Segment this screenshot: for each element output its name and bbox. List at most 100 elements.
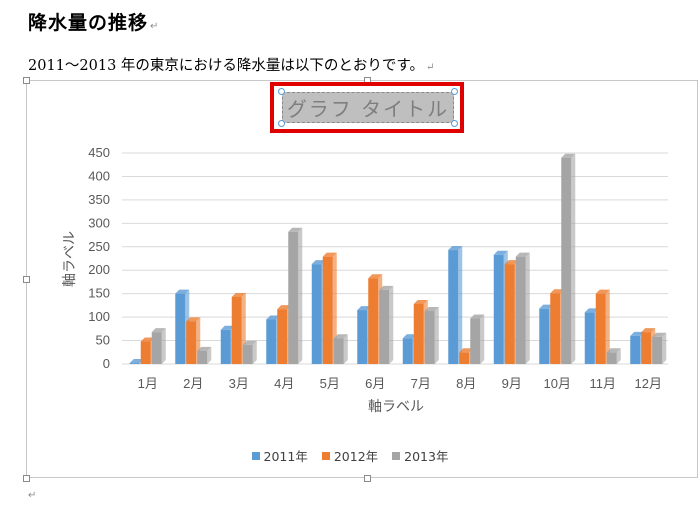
legend-item[interactable]: 2013年 (392, 446, 448, 465)
bar (595, 293, 606, 364)
x-tick-label: 9月 (502, 376, 522, 391)
bar-top (129, 359, 144, 364)
bar-top (140, 337, 155, 342)
bar-top (288, 227, 303, 232)
bar (515, 256, 526, 364)
bar (448, 250, 459, 364)
y-tick-label: 100 (88, 309, 110, 324)
bar-top (515, 252, 530, 257)
chart-title-frame[interactable] (282, 92, 454, 123)
bar-side (480, 314, 485, 364)
bar-side (605, 289, 610, 364)
bar-top (266, 315, 281, 320)
bar-top (448, 246, 463, 251)
title-handle-top-left[interactable] (278, 88, 285, 95)
bar (402, 338, 413, 364)
resize-handle-bottom[interactable] (364, 475, 371, 482)
title-handle-bottom-right[interactable] (451, 120, 458, 127)
bar (459, 352, 470, 364)
bar-top (357, 306, 372, 311)
x-tick-label: 10月 (544, 376, 571, 391)
y-tick-label: 400 (88, 168, 110, 183)
legend-label: 2011年 (263, 449, 308, 464)
paragraph-mark: ↵ (28, 490, 37, 501)
y-tick-label: 200 (88, 262, 110, 277)
bar-top (550, 289, 565, 294)
bar (129, 363, 140, 364)
bar (630, 335, 641, 364)
bar-top (277, 305, 292, 310)
bar (266, 319, 277, 364)
bar (539, 308, 550, 364)
page-heading: 降水量の推移 ↵ (28, 8, 159, 35)
title-handle-top-right[interactable] (451, 88, 458, 95)
legend-swatch (321, 451, 330, 460)
bar-top (175, 289, 190, 294)
bar (175, 293, 186, 364)
legend-label: 2013年 (404, 449, 449, 464)
bar-top (459, 348, 474, 353)
bar-side (616, 348, 621, 364)
bar (584, 312, 595, 364)
bar (470, 318, 481, 364)
bar-top (186, 317, 201, 322)
bar (231, 296, 242, 364)
y-tick-label: 300 (88, 215, 110, 230)
bar (322, 256, 333, 364)
bar-top (333, 334, 348, 339)
bar (288, 231, 299, 364)
bar-top (402, 334, 417, 339)
bar-side (434, 307, 439, 364)
y-tick-label: 250 (88, 239, 110, 254)
bar (424, 311, 435, 364)
bar-top (379, 285, 394, 290)
bar (379, 289, 390, 364)
resize-handle-top-left[interactable] (23, 77, 30, 84)
bar-side (525, 252, 530, 364)
x-tick-label: 2月 (183, 376, 203, 391)
bar (197, 350, 208, 364)
bar-top (413, 299, 428, 304)
x-tick-label: 8月 (456, 376, 476, 391)
title-handle-bottom-left[interactable] (278, 120, 285, 127)
chart-title[interactable]: グラフ タイトル (286, 97, 450, 121)
legend-item[interactable]: 2011年 (251, 446, 308, 465)
bar-side (662, 332, 667, 364)
resize-handle-bottom-left[interactable] (23, 475, 30, 482)
resize-handle-left[interactable] (23, 276, 30, 283)
bar-top (493, 250, 508, 255)
body-paragraph[interactable]: 2011～2013 年の東京における降水量は以下のとおりです。 ↵ (28, 54, 434, 75)
bar-side (458, 246, 463, 364)
bar (333, 338, 344, 364)
legend-item[interactable]: 2012年 (321, 446, 379, 465)
legend-swatch (392, 451, 401, 460)
bar (641, 332, 652, 364)
y-tick-label: 150 (88, 286, 110, 301)
legend-label: 2012年 (333, 449, 379, 464)
bar-top (311, 260, 326, 265)
x-tick-label: 12月 (635, 376, 662, 391)
bar (357, 310, 368, 364)
x-tick-label: 1月 (138, 376, 158, 391)
bar (550, 293, 561, 364)
bar-top (584, 308, 599, 313)
paragraph-text: 2011～2013 年の東京における降水量は以下のとおりです。 (28, 58, 424, 74)
bar-side (571, 153, 576, 364)
bar (504, 264, 515, 364)
bar-top (470, 314, 485, 319)
bar-top (561, 153, 576, 158)
chart-legend[interactable]: 2011年 2012年 2013年 (0, 446, 700, 465)
bar (311, 264, 322, 364)
x-tick-label: 11月 (590, 376, 617, 391)
y-tick-label: 0 (103, 356, 110, 371)
heading-text: 降水量の推移 (28, 12, 149, 34)
bar-top (595, 289, 610, 294)
x-tick-label: 7月 (411, 376, 431, 391)
bar (493, 254, 504, 364)
bar-top (242, 340, 257, 345)
y-tick-label: 50 (96, 333, 110, 348)
bar-side (161, 328, 166, 364)
bar-top (652, 332, 667, 337)
x-tick-label: 4月 (274, 376, 294, 391)
